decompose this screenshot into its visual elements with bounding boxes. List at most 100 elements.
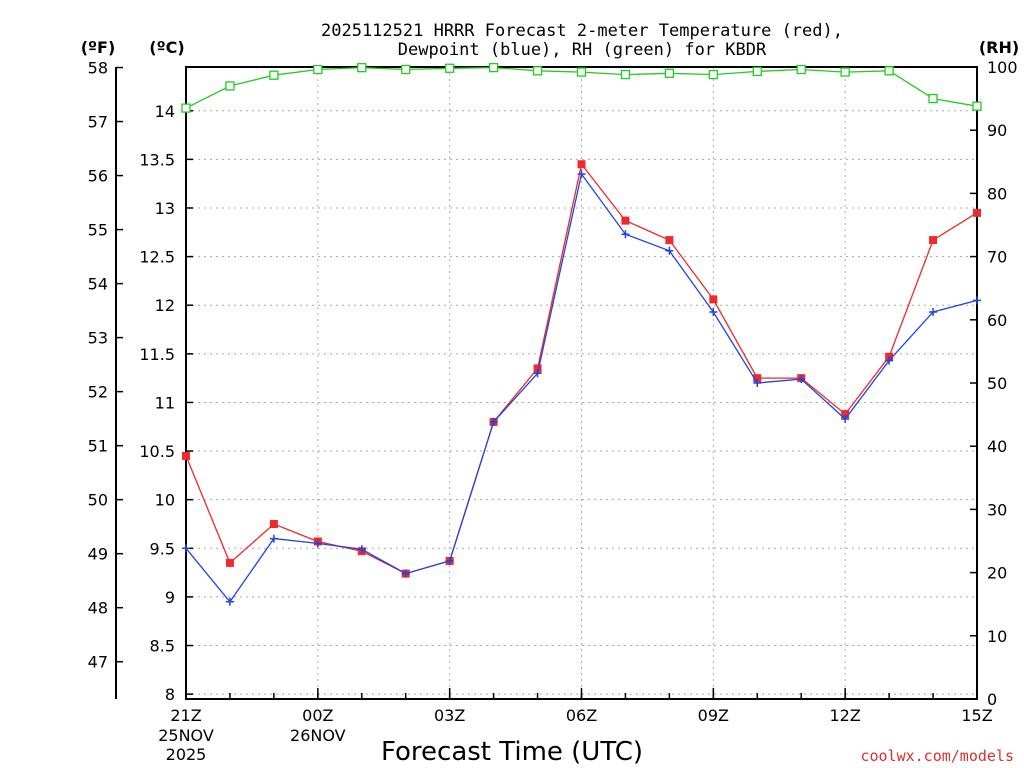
rh-tick-label: 10 bbox=[987, 627, 1007, 646]
fahrenheit-unit-label: (ºF) bbox=[81, 38, 116, 57]
fahrenheit-tick-label: 57 bbox=[88, 113, 108, 132]
celsius-tick-label: 13 bbox=[155, 199, 175, 218]
rh-point bbox=[708, 69, 718, 80]
rh-point bbox=[664, 68, 675, 78]
dewpoint-point bbox=[182, 544, 190, 553]
x-tick-date: 25NOV bbox=[158, 726, 214, 745]
celsius-unit-label: (ºC) bbox=[149, 38, 184, 57]
temperature-point bbox=[665, 236, 674, 245]
temperature-point bbox=[225, 558, 234, 567]
rh-tick-label: 80 bbox=[987, 184, 1007, 203]
celsius-tick-label: 9 bbox=[165, 588, 175, 607]
celsius-tick-label: 8.5 bbox=[150, 637, 175, 656]
celsius-tick-label: 11.5 bbox=[139, 345, 175, 364]
x-tick-label: 12Z bbox=[830, 706, 861, 725]
celsius-tick-label: 8 bbox=[165, 685, 175, 704]
dewpoint-point bbox=[929, 308, 938, 317]
rh-series bbox=[181, 62, 982, 113]
rh-point bbox=[752, 66, 762, 77]
temperature-point bbox=[929, 236, 938, 245]
celsius-tick-label: 11 bbox=[155, 393, 175, 412]
rh-point bbox=[181, 103, 191, 113]
dewpoint-series bbox=[182, 169, 981, 606]
x-tick-label: 21Z bbox=[170, 706, 201, 725]
dewpoint-point bbox=[621, 230, 630, 239]
x-tick-label: 03Z bbox=[434, 706, 465, 725]
dewpoint-point bbox=[357, 545, 366, 554]
fahrenheit-tick-label: 48 bbox=[88, 599, 108, 618]
x-tick-label: 06Z bbox=[566, 706, 597, 725]
rh-point bbox=[928, 93, 938, 104]
rh-point bbox=[445, 63, 455, 73]
dewpoint-point bbox=[841, 414, 850, 423]
fahrenheit-tick-label: 51 bbox=[88, 437, 108, 456]
fahrenheit-tick-label: 54 bbox=[88, 275, 108, 294]
temperature-point bbox=[841, 410, 850, 419]
rh-point bbox=[225, 81, 235, 91]
temperature-point bbox=[182, 451, 190, 460]
dewpoint-point bbox=[269, 534, 278, 543]
temperature-point bbox=[577, 160, 586, 169]
chart-title-line1: 2025112521 HRRR Forecast 2-meter Tempera… bbox=[321, 21, 843, 41]
dewpoint-point bbox=[533, 369, 542, 378]
dewpoint-point bbox=[973, 296, 981, 305]
rh-point bbox=[401, 64, 411, 75]
rh-point bbox=[269, 70, 279, 80]
rh-tick-label: 50 bbox=[987, 374, 1007, 393]
fahrenheit-tick-label: 47 bbox=[88, 653, 108, 672]
rh-tick-label: 20 bbox=[987, 564, 1007, 583]
temperature-point bbox=[621, 216, 630, 225]
rh-point bbox=[620, 69, 631, 80]
dewpoint-point bbox=[313, 539, 322, 548]
data-series bbox=[181, 62, 982, 606]
dewpoint-point bbox=[709, 308, 718, 317]
celsius-tick-label: 10 bbox=[155, 491, 175, 510]
rh-point bbox=[796, 64, 806, 75]
celsius-tick-label: 12 bbox=[155, 296, 175, 315]
fahrenheit-tick-label: 49 bbox=[88, 545, 108, 564]
dewpoint-point bbox=[445, 556, 454, 565]
celsius-tick-label: 13.5 bbox=[139, 150, 175, 169]
dewpoint-point bbox=[885, 356, 894, 365]
x-tick-date: 26NOV bbox=[290, 726, 346, 745]
rh-unit-label: (RH) bbox=[979, 38, 1019, 57]
x-tick-label: 09Z bbox=[698, 706, 729, 725]
temperature-point bbox=[533, 364, 542, 373]
rh-point bbox=[840, 67, 850, 77]
x-tick-label: 15Z bbox=[961, 706, 992, 725]
rh-point bbox=[884, 66, 894, 76]
rh-point bbox=[972, 101, 982, 111]
celsius-tick-label: 14 bbox=[155, 102, 175, 121]
fahrenheit-tick-label: 58 bbox=[88, 59, 108, 78]
dewpoint-point bbox=[753, 379, 762, 387]
x-tick-year: 2025 bbox=[166, 745, 207, 764]
x-axis-label: Forecast Time (UTC) bbox=[381, 737, 643, 767]
fahrenheit-tick-label: 56 bbox=[88, 167, 108, 186]
celsius-tick-label: 12.5 bbox=[139, 248, 175, 267]
dewpoint-point bbox=[797, 375, 806, 384]
celsius-tick-label: 9.5 bbox=[150, 539, 175, 558]
fahrenheit-tick-label: 50 bbox=[88, 491, 108, 510]
temperature-point bbox=[269, 519, 278, 528]
watermark: coolwx.com/models bbox=[860, 747, 1014, 765]
temperature-point bbox=[973, 208, 981, 217]
fahrenheit-tick-label: 53 bbox=[88, 329, 108, 348]
dewpoint-point bbox=[401, 569, 410, 578]
dewpoint-point bbox=[665, 246, 674, 255]
dewpoint-point bbox=[489, 417, 498, 426]
fahrenheit-tick-label: 55 bbox=[88, 221, 108, 240]
rh-tick-label: 90 bbox=[987, 121, 1007, 140]
x-tick-label: 00Z bbox=[302, 706, 333, 725]
rh-tick-label: 30 bbox=[987, 500, 1007, 519]
dewpoint-point bbox=[225, 597, 234, 606]
celsius-tick-label: 10.5 bbox=[139, 442, 175, 461]
rh-tick-label: 0 bbox=[987, 690, 997, 709]
rh-point bbox=[576, 67, 587, 77]
rh-point bbox=[357, 62, 367, 73]
rh-tick-label: 40 bbox=[987, 437, 1007, 456]
temperature-point bbox=[753, 374, 762, 383]
rh-point bbox=[532, 66, 543, 76]
dewpoint-line bbox=[185, 172, 978, 603]
rh-tick-label: 100 bbox=[987, 58, 1018, 77]
